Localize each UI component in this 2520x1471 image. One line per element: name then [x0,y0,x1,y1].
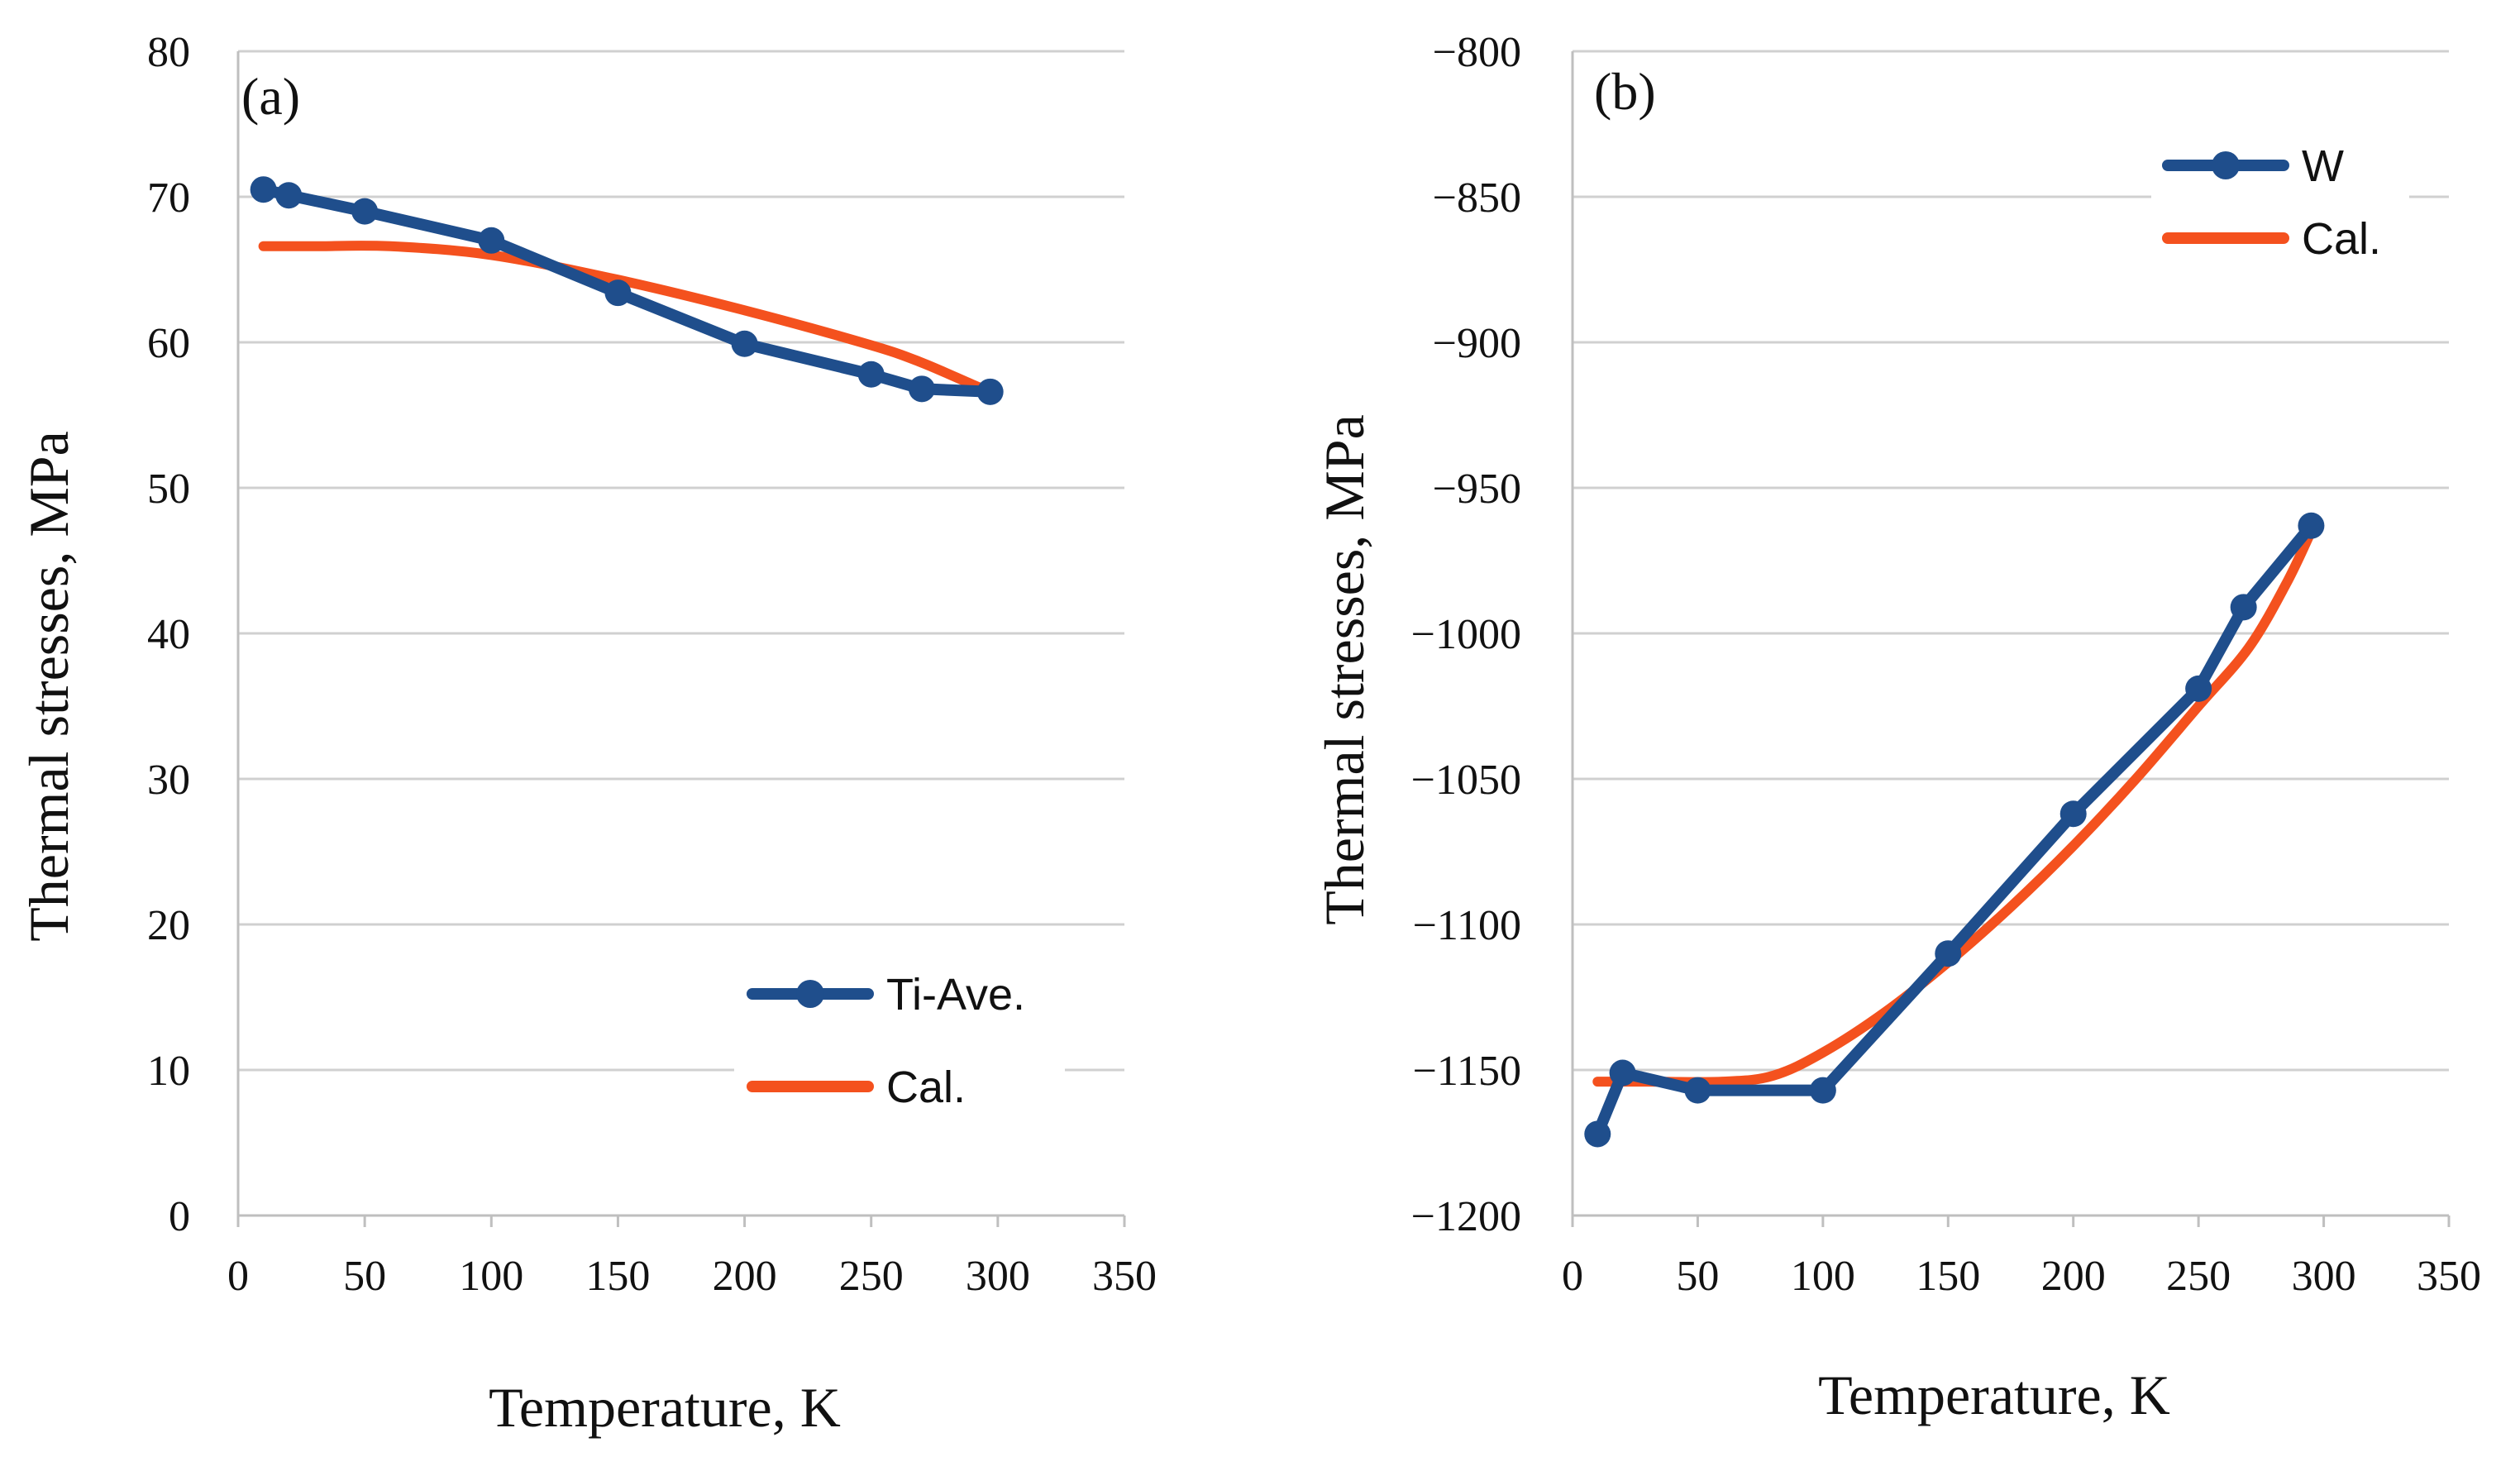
data-point [857,361,885,388]
x-tick-label: 200 [713,1253,777,1300]
x-tick-label: 100 [459,1253,523,1300]
x-tick-label: 50 [343,1253,386,1300]
x-tick-label: 0 [1562,1253,1583,1300]
x-tick-label: 150 [1916,1253,1980,1300]
x-tick-label: 200 [2041,1253,2106,1300]
legend-label: Cal. [2302,214,2381,264]
y-tick-label: 20 [147,902,190,949]
y-axis-title: Thermal stresses, MPa [17,431,80,942]
y-tick-label: −1050 [1411,757,1521,804]
data-point [604,279,632,307]
y-tick-label: −1200 [1411,1193,1521,1240]
legend-marker [796,980,824,1008]
y-tick-label: −1100 [1413,902,1521,949]
x-tick-label: 0 [227,1253,249,1300]
y-tick-label: −1000 [1411,611,1521,658]
y-tick-label: −950 [1433,466,1521,513]
data-point [478,227,505,254]
x-tick-label: 150 [585,1253,650,1300]
x-axis-title: Temperature, K [1818,1364,2170,1426]
data-point [1584,1120,1611,1148]
legend-marker [2212,151,2240,179]
y-tick-label: 60 [147,320,190,367]
y-tick-label: 10 [147,1048,190,1095]
x-tick-label: 50 [1676,1253,1719,1300]
series-line-w [1592,519,2317,1140]
legend-background [2151,131,2409,276]
x-tick-label: 350 [1092,1253,1157,1300]
x-tick-label: 350 [2417,1253,2481,1300]
y-tick-label: 70 [147,174,190,222]
series-line-cal [258,241,995,397]
panel-label: (a) [241,67,300,126]
y-tick-label: 80 [147,29,190,76]
data-point [1809,1077,1836,1104]
y-tick-label: 0 [169,1193,190,1240]
chart-panel-b: −1200 −1150 −1100 −1050 −1000 −950 −900 −850 −80… [1313,29,2481,1426]
x-tick-label: 250 [2166,1253,2231,1300]
y-tick-label: 40 [147,611,190,658]
data-point [275,182,303,209]
data-point [1684,1077,1711,1104]
series-line-cal [1592,526,2317,1087]
data-point [1935,940,1962,967]
panel-label: (b) [1594,62,1656,121]
y-tick-label: −900 [1433,320,1521,367]
data-point [250,176,277,203]
y-tick-label: −800 [1433,29,1521,76]
y-tick-label: 50 [147,466,190,513]
data-point [1609,1059,1636,1087]
x-tick-label: 300 [2292,1253,2356,1300]
data-point [2230,594,2257,621]
data-point [351,198,379,225]
legend-label: W [2302,141,2344,191]
chart-panel-a: 0 10 20 30 40 50 60 70 80 0 50 100 150 200 250 300 350 Te… [17,29,1157,1439]
x-tick-label: 100 [1791,1253,1855,1300]
data-point [2298,512,2325,539]
legend-label: Cal. [886,1063,966,1112]
legend-background [734,951,1065,1133]
data-point [976,378,1004,405]
data-point [731,330,758,357]
y-tick-label: −850 [1433,174,1521,222]
y-axis-title: Thermal stresses, MPa [1313,414,1376,925]
x-tick-label: 250 [839,1253,904,1300]
data-point [2185,675,2212,702]
data-point [908,375,935,403]
x-axis-title: Temperature, K [489,1376,841,1439]
legend-label: Ti-Ave. [886,970,1025,1020]
data-point [2059,800,2087,828]
y-tick-label: 30 [147,757,190,804]
x-tick-label: 300 [966,1253,1030,1300]
y-tick-label: −1150 [1413,1048,1521,1095]
